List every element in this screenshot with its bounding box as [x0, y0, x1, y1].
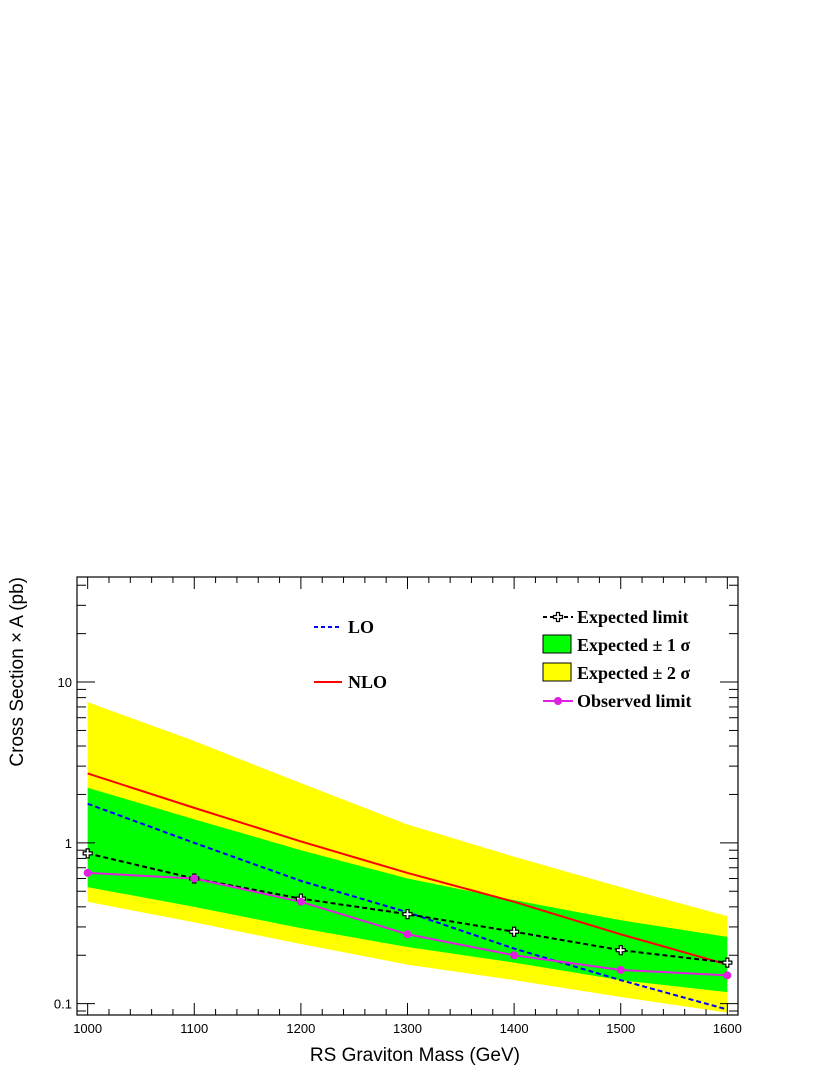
y-tick-label: 0.1: [54, 997, 72, 1012]
x-tick-label: 1600: [713, 1021, 742, 1036]
expected-limit-marker: [509, 926, 520, 937]
x-tick-label: 1500: [606, 1021, 635, 1036]
series-line-nlo: [87, 772, 728, 966]
open-cross-shape: [82, 848, 93, 859]
uncertainty-bands: [87, 702, 728, 1013]
observed-limit-marker: [296, 897, 305, 906]
observed-limit-marker: [403, 930, 412, 939]
observed-limit-marker: [190, 874, 199, 883]
legend-item-nlo: NLO: [314, 672, 387, 692]
legend-label: Expected limit: [577, 607, 688, 627]
legend-swatch: [542, 662, 572, 682]
legend-label: NLO: [348, 672, 387, 692]
expected-limit-marker: [402, 909, 413, 920]
legend-label: Expected ± 1 σ: [577, 635, 690, 655]
expected-limit-marker: [615, 945, 626, 956]
open-cross-shape: [509, 926, 520, 937]
legend-item-lo: LO: [314, 617, 374, 637]
open-cross-shape: [722, 957, 733, 968]
legend-item-expected-2-: Expected ± 2 σ: [542, 662, 690, 683]
expected-limit-marker: [722, 957, 733, 968]
legend: Expected limit Expected ± 1 σ Expected ± 2…: [314, 607, 692, 711]
y-axis-title: Cross Section × A (pb): [7, 577, 28, 767]
observed-limit-marker: [723, 971, 732, 980]
x-tick-label: 1400: [500, 1021, 529, 1036]
band-1-sigma: [87, 787, 728, 993]
legend-marker: [554, 697, 562, 705]
observed-limit-marker: [83, 868, 92, 877]
x-tick-label: 1200: [286, 1021, 315, 1036]
y-tick-label: 10: [58, 675, 72, 690]
x-tick-label: 1300: [393, 1021, 422, 1036]
legend-marker: [552, 611, 564, 623]
legend-item-expected-limit: Expected limit: [543, 607, 688, 627]
observed-limit-marker: [616, 965, 625, 974]
open-cross-shape: [615, 945, 626, 956]
x-axis-title: RS Graviton Mass (GeV): [310, 1045, 520, 1066]
axis-tick-labels: 1000 1100 1200 1300 1400 1500 1600 0.1 1 10: [54, 675, 742, 1036]
legend-label: LO: [348, 617, 374, 637]
observed-limit-marker: [510, 951, 519, 960]
axis-ticks: [77, 577, 738, 1015]
expected-limit-marker: [82, 848, 93, 859]
legend-swatch: [542, 634, 572, 654]
x-tick-label: 1100: [180, 1021, 208, 1036]
legend-label: Expected ± 2 σ: [577, 663, 690, 683]
series-markers: [82, 848, 733, 980]
legend-label: Observed limit: [577, 691, 692, 711]
legend-item-observed-limit: Observed limit: [543, 691, 692, 711]
open-cross-shape: [402, 909, 413, 920]
legend-item-expected-1-: Expected ± 1 σ: [542, 634, 690, 655]
y-tick-label: 1: [65, 836, 72, 851]
x-tick-label: 1000: [73, 1021, 102, 1036]
